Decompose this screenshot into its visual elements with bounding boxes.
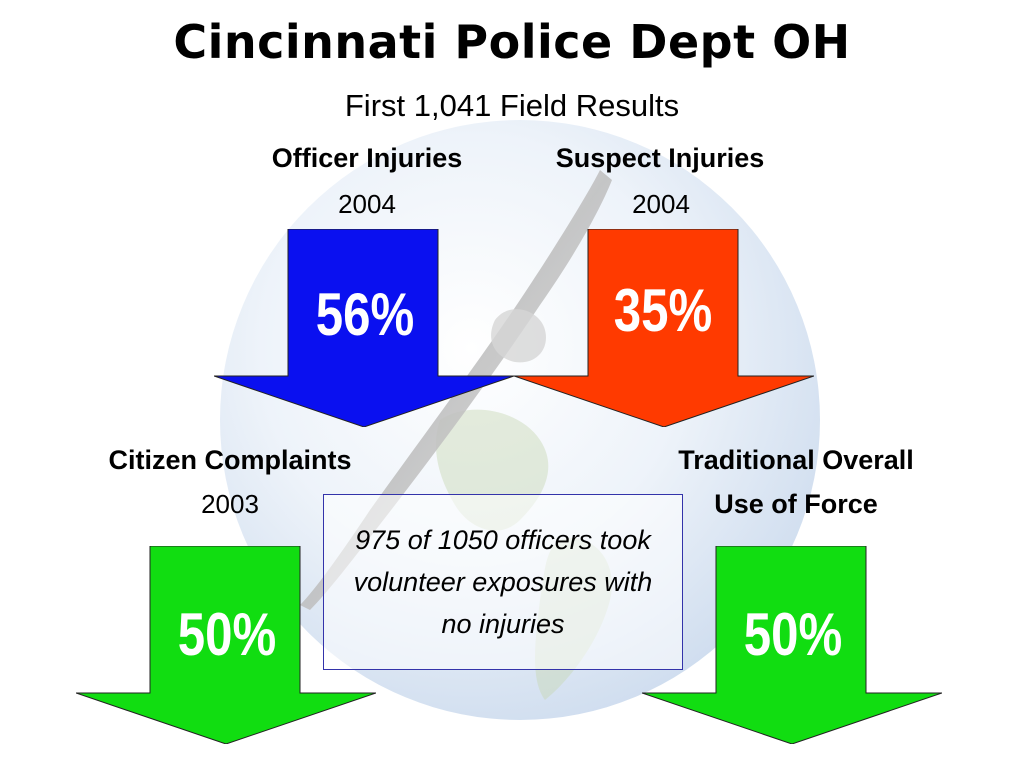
use-of-force-label-line2: Use of Force xyxy=(714,489,878,519)
suspect-injuries-value: 35% xyxy=(613,277,713,344)
officer-injuries-label: Officer Injuries xyxy=(271,143,463,173)
use-of-force-label-line1: Traditional Overall xyxy=(678,445,914,475)
citizen-complaints-arrow xyxy=(76,546,376,744)
note-text: 975 of 1050 officers took volunteer expo… xyxy=(353,525,653,639)
page-title: Cincinnati Police Dept OH xyxy=(173,15,851,69)
officer-injuries-year: 2004 xyxy=(338,189,396,219)
page-subtitle: First 1,041 Field Results xyxy=(344,88,680,123)
officer-injuries-arrow xyxy=(214,229,514,427)
suspect-injuries-arrow xyxy=(514,229,814,427)
down-arrow-icon xyxy=(514,229,814,427)
officer-injuries-value: 56% xyxy=(315,281,415,348)
use-of-force-arrow xyxy=(642,546,942,744)
down-arrow-icon xyxy=(642,546,942,744)
use-of-force-value: 50% xyxy=(743,601,843,668)
citizen-complaints-value: 50% xyxy=(177,601,277,668)
note-box: 975 of 1050 officers took volunteer expo… xyxy=(323,494,683,670)
citizen-complaints-year: 2003 xyxy=(201,489,259,519)
citizen-complaints-label: Citizen Complaints xyxy=(108,445,352,475)
suspect-injuries-label: Suspect Injuries xyxy=(555,143,765,173)
down-arrow-icon xyxy=(214,229,514,427)
suspect-injuries-year: 2004 xyxy=(632,189,690,219)
down-arrow-icon xyxy=(76,546,376,744)
